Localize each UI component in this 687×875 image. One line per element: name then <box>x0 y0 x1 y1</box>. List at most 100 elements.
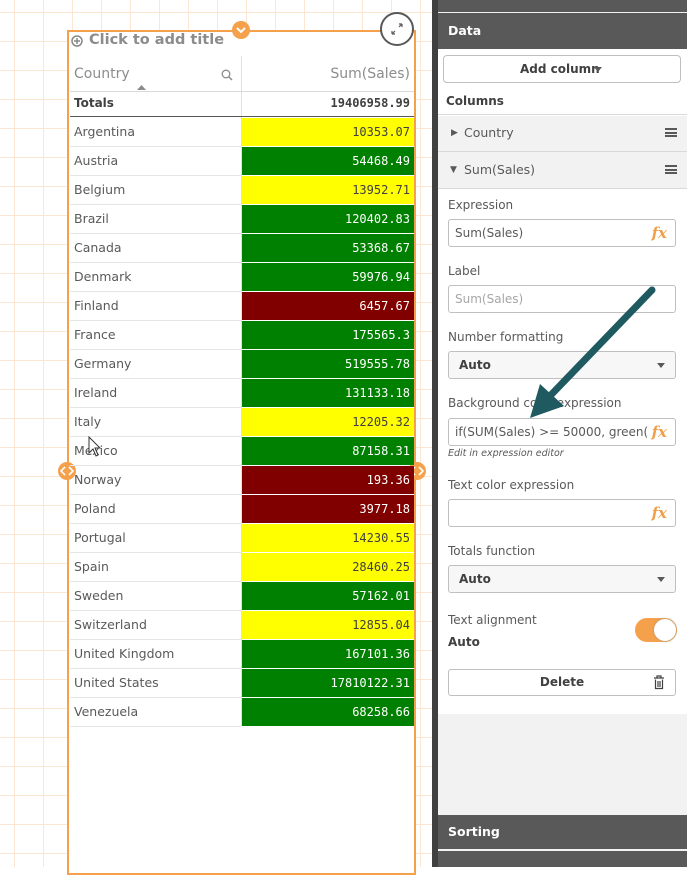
sales-cell: 54468.49 <box>242 147 414 175</box>
column-name: Sum(Sales) <box>464 162 536 177</box>
row-line <box>70 668 241 669</box>
search-icon[interactable] <box>221 69 233 81</box>
sales-cell: 10353.07 <box>242 118 414 146</box>
row-line <box>70 494 241 495</box>
expression-input[interactable]: Sum(Sales) fx <box>448 219 676 247</box>
sorting-header[interactable]: Sorting <box>438 815 687 849</box>
country-cell: Ireland <box>74 385 118 400</box>
fx-icon[interactable]: fx <box>651 504 667 522</box>
annotation-arrow <box>530 286 656 418</box>
editor-hint[interactable]: Edit in expression editor <box>448 448 564 459</box>
field-label: Text alignment <box>448 613 537 627</box>
caret <box>657 363 665 368</box>
sales-cell: 14230.55 <box>242 524 414 552</box>
column-header[interactable]: Sum(Sales) <box>330 66 410 82</box>
toggle[interactable] <box>635 618 677 642</box>
country-cell: Portugal <box>74 530 126 545</box>
row-line <box>70 523 241 524</box>
row-line <box>70 378 241 379</box>
sales-cell: 13952.71 <box>242 176 414 204</box>
country-cell: United States <box>74 675 159 690</box>
column-item[interactable]: ▼ Sum(Sales) <box>438 151 687 187</box>
column-divider <box>241 56 242 726</box>
row-line <box>70 320 241 321</box>
dropdown-value: Auto <box>459 358 491 372</box>
country-cell: Poland <box>74 501 116 516</box>
label-input[interactable]: Sum(Sales) <box>448 285 676 313</box>
dropdown-value: Auto <box>459 572 491 586</box>
sales-cell: 175565.3 <box>242 321 414 349</box>
sales-cell: 519555.78 <box>242 350 414 378</box>
row-line <box>70 726 241 727</box>
sales-cell: 68258.66 <box>242 698 414 726</box>
sales-cell: 167101.36 <box>242 640 414 668</box>
sales-cell: 59976.94 <box>242 263 414 291</box>
country-cell: Germany <box>74 356 132 371</box>
country-cell: Canada <box>74 240 122 255</box>
row-line <box>70 262 241 263</box>
input-value: Sum(Sales) <box>455 226 524 240</box>
country-cell: United Kingdom <box>74 646 175 661</box>
totals-value: 19406958.99 <box>330 96 410 110</box>
drag-handle[interactable] <box>665 128 677 137</box>
country-cell: Venezuela <box>74 704 139 719</box>
collapse-arrow: ▼ <box>450 165 457 175</box>
country-cell: Austria <box>74 153 119 168</box>
totals-function-dropdown[interactable]: Auto <box>448 565 676 593</box>
sales-cell: 3977.18 <box>242 495 414 523</box>
delete-button[interactable]: Delete <box>448 669 676 696</box>
columns-heading: Columns <box>446 94 504 108</box>
resize-handle[interactable] <box>231 20 251 40</box>
country-cell: Switzerland <box>74 617 147 632</box>
column-name: Country <box>464 125 514 140</box>
totals-line <box>70 116 414 117</box>
column-header[interactable]: Country <box>74 66 130 82</box>
sales-cell: 87158.31 <box>242 437 414 465</box>
country-cell: Belgium <box>74 182 126 197</box>
section-header[interactable]: Data <box>438 13 687 49</box>
column-item[interactable]: ▶ Country <box>438 114 687 150</box>
fx-icon[interactable]: fx <box>648 419 667 445</box>
row-line <box>70 204 241 205</box>
panel-top <box>438 0 687 12</box>
background-expression-input[interactable]: if(SUM(Sales) >= 50000, green(),i fx <box>448 418 676 446</box>
sales-cell: 12855.04 <box>242 611 414 639</box>
button-label: Delete <box>539 675 585 689</box>
field-label: Expression <box>448 198 514 212</box>
field-label: Totals function <box>448 544 536 558</box>
row-line <box>70 639 241 640</box>
sales-cell: 57162.01 <box>242 582 414 610</box>
fx-icon[interactable]: fx <box>651 224 667 242</box>
sales-cell: 53368.67 <box>242 234 414 262</box>
title-placeholder[interactable]: Click to add title <box>89 32 225 48</box>
add-icon <box>71 35 83 47</box>
text-color-input[interactable]: fx <box>448 499 676 527</box>
button-label: Add column <box>520 62 600 76</box>
country-cell: Finland <box>74 298 119 313</box>
add-column-button[interactable]: Add column <box>443 55 681 83</box>
country-cell: Argentina <box>74 124 135 139</box>
field-label: Text color expression <box>448 478 575 492</box>
country-cell: Denmark <box>74 269 132 284</box>
drag-handle[interactable] <box>665 165 677 174</box>
country-cell: Norway <box>74 472 122 487</box>
expand-arrow: ▶ <box>451 128 458 138</box>
country-cell: Italy <box>74 414 102 429</box>
resize-handle[interactable] <box>57 461 77 481</box>
caret <box>594 67 602 72</box>
row-line <box>70 233 241 234</box>
panel-edge <box>432 0 438 867</box>
row-line <box>70 436 241 437</box>
row-line <box>70 581 241 582</box>
expand-button[interactable] <box>379 11 415 47</box>
header-line <box>70 91 414 92</box>
sales-cell: 6457.67 <box>242 292 414 320</box>
sales-cell: 28460.25 <box>242 553 414 581</box>
row-line <box>70 407 241 408</box>
sales-cell: 131133.18 <box>242 379 414 407</box>
toggle-knob <box>654 619 676 641</box>
row-line <box>70 349 241 350</box>
row-line <box>70 146 241 147</box>
sales-cell: 193.36 <box>242 466 414 494</box>
